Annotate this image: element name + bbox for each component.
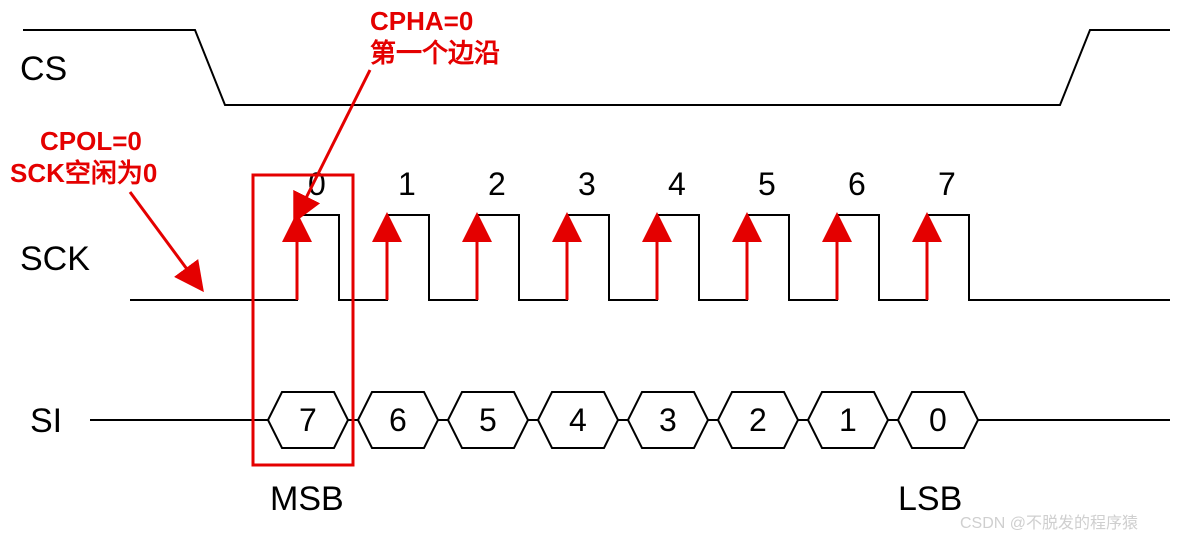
cpha-annotation-line2: 第一个边沿 [370,38,500,68]
sck-label: SCK [20,240,90,278]
sck-cycle-number: 0 [308,166,326,202]
si-bit-value: 5 [479,402,497,438]
cs-waveform [30,30,1170,105]
si-bit-value: 1 [839,402,857,438]
lsb-label: LSB [898,480,962,518]
sck-cycle-number: 3 [578,166,596,202]
sck-cycle-number: 2 [488,166,506,202]
sck-waveform [130,215,1170,300]
cpol-arrow [130,192,195,280]
si-bit-value: 3 [659,402,677,438]
cs-label: CS [20,50,67,88]
si-bit-value: 0 [929,402,947,438]
msb-label: MSB [270,480,344,518]
watermark: CSDN @不脱发的程序猿 [960,514,1138,532]
cpha-arrow [300,70,370,210]
si-bit-value: 2 [749,402,767,438]
si-bit-value: 4 [569,402,587,438]
si-bit-value: 6 [389,402,407,438]
cpol-annotation-line1: CPOL=0 [40,126,142,156]
si-label: SI [30,402,62,440]
sck-cycle-number: 4 [668,166,686,202]
sck-cycle-number: 5 [758,166,776,202]
sck-cycle-number: 7 [938,166,956,202]
cpha-annotation-line1: CPHA=0 [370,6,473,36]
sck-cycle-number: 6 [848,166,866,202]
sck-cycle-number: 1 [398,166,416,202]
si-bit-value: 7 [299,402,317,438]
cpol-annotation-line2: SCK空闲为0 [10,158,157,188]
